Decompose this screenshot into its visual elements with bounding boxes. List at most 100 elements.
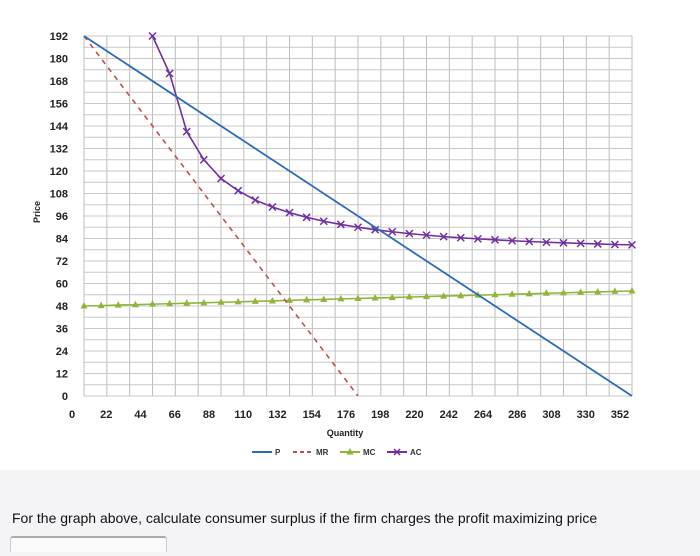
mc-marker bbox=[560, 288, 567, 296]
mc-marker bbox=[423, 292, 430, 300]
y-tick-label: 156 bbox=[50, 99, 68, 111]
ac-marker bbox=[388, 227, 397, 236]
x-tick-label: 88 bbox=[203, 409, 215, 421]
x-tick-label: 0 bbox=[69, 409, 75, 421]
mc-marker bbox=[388, 293, 396, 301]
ac-marker bbox=[268, 202, 277, 212]
mc-marker bbox=[577, 288, 585, 295]
ac-marker bbox=[593, 239, 602, 248]
answer-box[interactable] bbox=[10, 536, 167, 552]
x-tick-label: 110 bbox=[234, 409, 252, 421]
ac-marker bbox=[353, 223, 363, 232]
x-tick-label: 176 bbox=[337, 409, 355, 421]
y-tick-label: 48 bbox=[56, 301, 68, 313]
y-tick-label: 192 bbox=[50, 31, 68, 43]
y-tick-label: 0 bbox=[62, 391, 68, 403]
question-text: For the graph above, calculate consumer … bbox=[12, 510, 598, 526]
ac-marker bbox=[473, 234, 482, 243]
y-tick-label: 72 bbox=[56, 256, 68, 268]
mc-marker bbox=[405, 293, 413, 300]
ac-marker bbox=[576, 239, 585, 248]
mc-marker bbox=[542, 289, 550, 296]
ac-marker bbox=[336, 220, 345, 229]
ac-marker bbox=[302, 213, 311, 222]
ac-marker bbox=[234, 186, 243, 195]
y-tick-label: 96 bbox=[56, 211, 68, 223]
x-tick-label: 352 bbox=[611, 409, 629, 421]
mc-marker bbox=[234, 297, 242, 305]
ac-marker bbox=[490, 235, 500, 244]
mc-marker bbox=[286, 296, 293, 303]
y-tick-label: 108 bbox=[50, 189, 68, 201]
x-tick-label: 66 bbox=[169, 409, 181, 421]
ac-marker bbox=[199, 155, 208, 164]
x-tick-label: 264 bbox=[474, 409, 493, 421]
mc-marker bbox=[268, 296, 276, 304]
ac-marker bbox=[508, 236, 517, 245]
x-tick-label: 198 bbox=[371, 409, 389, 421]
mc-marker bbox=[457, 291, 465, 299]
mc-marker bbox=[80, 302, 88, 309]
y-tick-label: 132 bbox=[50, 144, 68, 156]
series-ac-line bbox=[151, 35, 633, 246]
legend-label-p: P bbox=[275, 448, 281, 457]
mc-marker bbox=[508, 290, 516, 297]
mc-marker bbox=[337, 294, 345, 302]
legend-marker bbox=[346, 448, 354, 455]
x-tick-label: 286 bbox=[508, 409, 526, 421]
x-tick-label: 330 bbox=[577, 409, 595, 421]
ac-marker bbox=[319, 217, 328, 226]
chart: 0 12 24 36 48 60 72 84 96 108 120 132 144 156 168 180 19… bbox=[32, 31, 637, 457]
y-tick-label: 168 bbox=[50, 76, 68, 88]
ac-marker bbox=[405, 229, 414, 238]
ac-marker bbox=[285, 208, 294, 217]
mc-marker bbox=[166, 299, 174, 307]
y-axis-label: Price bbox=[32, 201, 42, 223]
y-tick-label: 84 bbox=[56, 234, 69, 246]
x-tick-label: 22 bbox=[100, 409, 112, 421]
legend-label-mr: MR bbox=[316, 448, 329, 457]
mc-marker bbox=[303, 295, 311, 303]
x-tick-label: 132 bbox=[268, 409, 286, 421]
x-tick-label: 154 bbox=[303, 409, 322, 421]
series-p-line bbox=[83, 35, 633, 397]
mc-marker bbox=[131, 300, 139, 308]
mc-marker bbox=[200, 298, 208, 306]
mc-marker bbox=[97, 301, 105, 309]
y-tick-label: 180 bbox=[50, 54, 68, 66]
mc-marker bbox=[183, 299, 191, 306]
legend: P MR MC AC bbox=[252, 448, 422, 457]
legend-label-ac: AC bbox=[410, 448, 422, 457]
mc-marker bbox=[628, 287, 636, 294]
x-tick-label: 44 bbox=[134, 409, 147, 421]
x-axis-label: Quantity bbox=[327, 428, 364, 438]
ac-marker bbox=[422, 231, 431, 240]
mc-marker bbox=[217, 298, 225, 305]
ac-marker bbox=[371, 225, 380, 234]
legend-label-mc: MC bbox=[363, 448, 376, 457]
ac-marker bbox=[148, 31, 157, 41]
y-tick-label: 144 bbox=[50, 121, 69, 133]
ac-marker bbox=[559, 238, 568, 247]
y-tick-label: 120 bbox=[50, 166, 68, 178]
mc-marker bbox=[371, 293, 379, 301]
ac-marker bbox=[439, 232, 448, 241]
x-tick-label: 242 bbox=[440, 409, 458, 421]
mc-marker bbox=[320, 295, 328, 302]
mc-marker bbox=[251, 297, 259, 304]
mc-marker bbox=[611, 287, 619, 294]
mc-marker bbox=[114, 301, 122, 308]
ac-marker bbox=[182, 127, 191, 136]
ac-marker bbox=[251, 196, 260, 205]
x-tick-label: 308 bbox=[542, 409, 560, 421]
ac-marker bbox=[525, 237, 534, 246]
x-tick-label: 220 bbox=[405, 409, 423, 421]
mc-marker bbox=[525, 289, 533, 297]
chart-panel: 0 12 24 36 48 60 72 84 96 108 120 132 144 156 168 180 19… bbox=[0, 0, 700, 470]
y-tick-label: 24 bbox=[56, 346, 69, 358]
mc-marker bbox=[440, 292, 448, 299]
y-tick-label: 12 bbox=[56, 369, 68, 381]
ac-marker bbox=[542, 238, 551, 247]
ac-marker bbox=[456, 233, 465, 242]
mc-marker bbox=[354, 294, 362, 301]
